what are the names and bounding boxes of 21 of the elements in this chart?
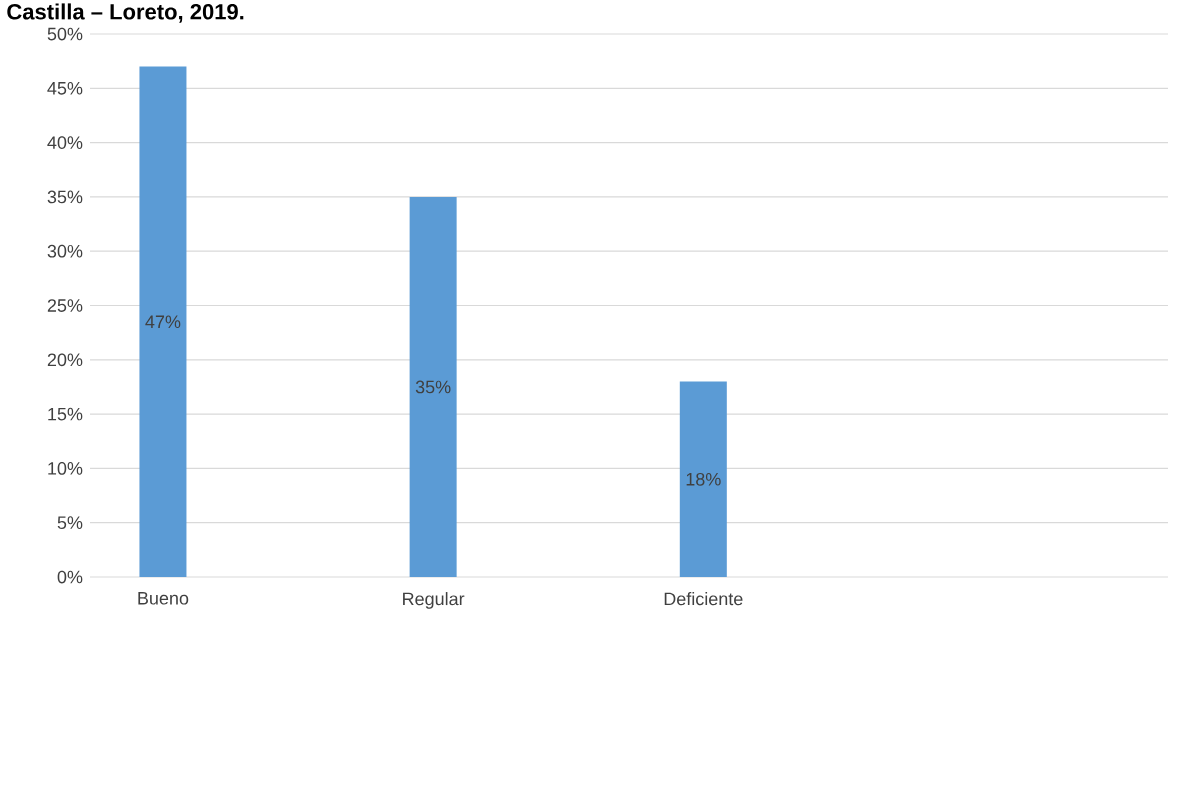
chart-title: Castilla – Loreto, 2019. [7,3,244,23]
y-tick-label: 25% [47,299,83,312]
bar [139,66,187,577]
y-tick-label: 0% [57,570,83,584]
y-tick-label: 5% [57,516,83,530]
y-tick-label: 35% [47,190,83,204]
data-label: 35% [415,380,451,394]
y-tick-label: 40% [47,136,83,149]
y-tick-label: 30% [47,244,83,258]
x-tick-label: Deficiente [664,592,743,606]
data-label: 18% [686,472,721,486]
y-tick-label: 50% [47,27,83,41]
bar [409,196,457,577]
y-tick-label: 10% [48,462,83,475]
y-tick-label: 45% [47,81,83,95]
x-tick-label: Regular [403,592,465,609]
data-label: 47% [145,315,181,329]
y-tick-label: 20% [47,353,83,367]
bar [679,381,727,577]
x-tick-label: Bueno [138,592,189,605]
y-tick-label: 15% [48,407,83,421]
